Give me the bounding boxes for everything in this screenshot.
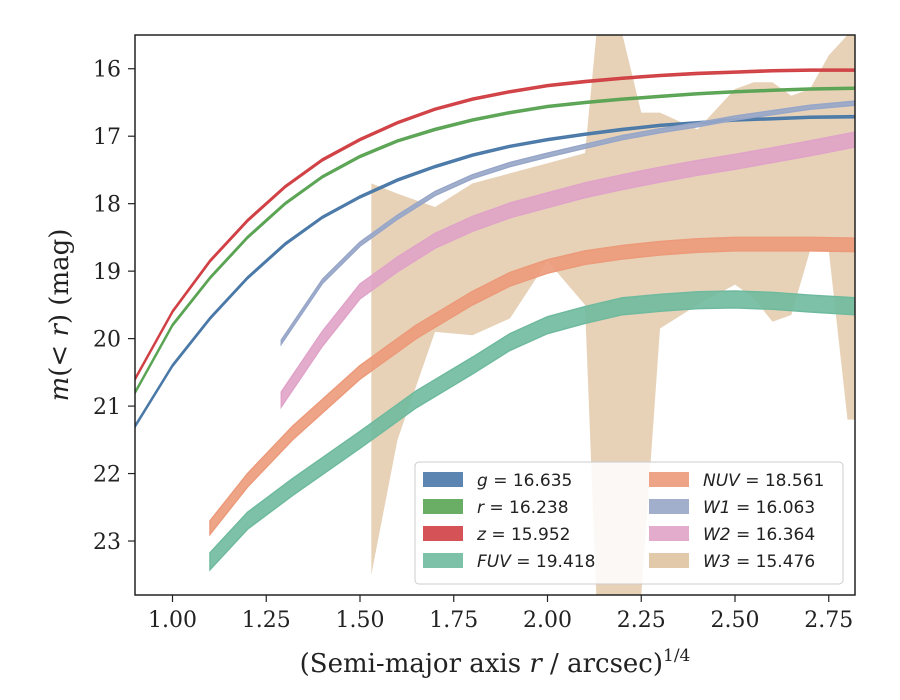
legend: g = 16.635 r = 16.238 z = 15.952 FUV = 19.4…	[414, 461, 844, 585]
series-w1-curve	[280, 100, 855, 347]
x-axis: 1.00 1.25 1.50 1.75 2.00 2.25 2.50 2.75	[148, 595, 853, 633]
x-tick-label: 1.75	[429, 608, 478, 633]
y-axis-title: m(< r) (mag)	[45, 229, 75, 402]
legend-label-fuv: FUV = 19.418	[477, 552, 595, 572]
x-tick-label: 1.25	[242, 608, 291, 633]
plot-frame	[134, 34, 856, 596]
legend-swatch-r	[423, 499, 463, 514]
legend-label-g: g = 16.635	[477, 471, 572, 491]
y-tick-label: 18	[93, 193, 121, 218]
legend-label-r: r = 16.238	[477, 498, 569, 518]
x-tick-label: 2.00	[523, 608, 572, 633]
legend-swatch-w3	[649, 553, 689, 568]
y-tick-label: 20	[93, 328, 121, 353]
series-r-curve	[135, 86, 855, 396]
y-tick-label: 19	[93, 260, 121, 285]
legend-box	[414, 461, 844, 585]
legend-label-z: z = 15.952	[476, 525, 570, 545]
x-tick-label: 2.75	[804, 608, 853, 633]
legend-swatch-w2	[649, 526, 689, 541]
series-fuv-curve	[209, 290, 855, 572]
legend-label-w1: W1 = 16.063	[703, 498, 815, 518]
y-tick-label: 16	[93, 58, 121, 83]
legend-swatch-z	[423, 526, 463, 541]
series-nuv-curve	[209, 236, 855, 537]
legend-label-nuv: NUV = 18.561	[703, 471, 824, 491]
x-tick-label: 2.50	[711, 608, 760, 633]
series-z-curve	[135, 68, 855, 382]
series-g-curve	[135, 114, 855, 429]
legend-label-w3: W3 = 15.476	[703, 552, 815, 572]
series-w2-curve	[280, 131, 855, 410]
x-tick-label: 1.50	[336, 608, 385, 633]
y-tick-label: 17	[93, 125, 121, 150]
plot-area	[135, 35, 855, 595]
y-tick-label: 23	[93, 530, 121, 555]
legend-swatch-fuv	[423, 553, 463, 568]
legend-swatch-w1	[649, 499, 689, 514]
legend-label-w2: W2 = 16.364	[703, 525, 815, 545]
y-tick-label: 22	[93, 463, 121, 488]
y-axis: 16 17 18 19 20 21 22 23	[93, 58, 135, 555]
x-axis-title: (Semi-major axis r / arcsec)1/4	[300, 646, 691, 679]
legend-swatch-g	[423, 472, 463, 487]
legend-swatch-nuv	[649, 472, 689, 487]
x-tick-label: 1.00	[148, 608, 197, 633]
y-tick-label: 21	[93, 395, 121, 420]
x-tick-label: 2.25	[617, 608, 666, 633]
